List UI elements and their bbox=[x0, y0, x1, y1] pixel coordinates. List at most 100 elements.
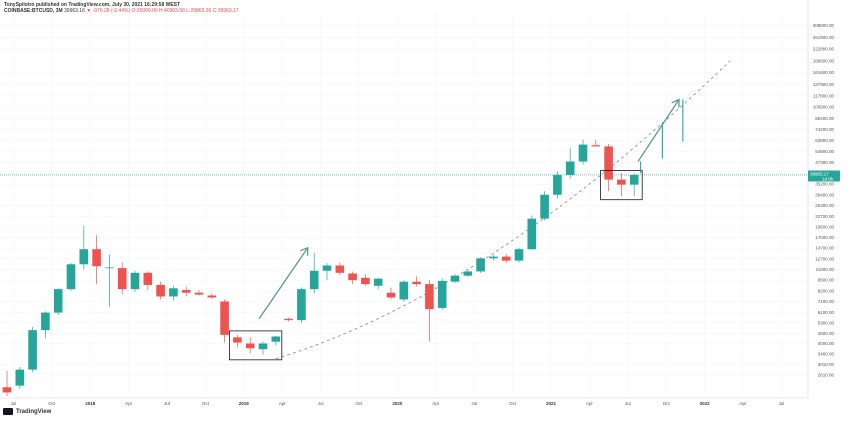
candle bbox=[117, 262, 127, 295]
y-tick-label: 3010.00 bbox=[818, 362, 835, 367]
candle-body bbox=[591, 145, 601, 147]
candle-body bbox=[297, 289, 306, 321]
y-tick-label: 8200.00 bbox=[818, 288, 835, 293]
candle-body bbox=[143, 272, 153, 285]
x-tick-label: Apr bbox=[739, 401, 747, 406]
y-tick-label: 5300.00 bbox=[818, 320, 835, 325]
y-tick-label: 17000.00 bbox=[815, 235, 834, 240]
arrow-shaft bbox=[258, 247, 309, 320]
candle-body bbox=[373, 278, 383, 286]
x-tick-label: 2021 bbox=[546, 401, 557, 406]
last-price-label: 39963.17 bbox=[810, 171, 829, 176]
candle-body bbox=[527, 218, 537, 250]
candle bbox=[335, 262, 345, 275]
candles bbox=[2, 139, 639, 397]
candle bbox=[629, 173, 639, 197]
candle bbox=[245, 337, 255, 354]
candle-body bbox=[322, 265, 332, 271]
tradingview-logo-icon bbox=[3, 408, 13, 415]
growth-curve bbox=[275, 60, 731, 360]
candle-body bbox=[617, 179, 626, 185]
x-tick-label: Jul bbox=[779, 401, 785, 406]
change-value: ▼ -976.28 (-2.44%) bbox=[86, 8, 131, 14]
x-tick-label: Jul bbox=[625, 401, 631, 406]
candle-body bbox=[501, 256, 511, 261]
candle bbox=[233, 334, 242, 348]
candle-body bbox=[284, 318, 293, 321]
candle-body bbox=[92, 249, 101, 267]
candle-body bbox=[629, 174, 639, 185]
candle-body bbox=[489, 256, 498, 259]
y-tick-label: 19600.00 bbox=[815, 225, 834, 230]
gridlines bbox=[0, 0, 809, 399]
x-tick-label: Oct bbox=[355, 401, 363, 406]
y-tick-label: 308000.00 bbox=[813, 23, 835, 28]
candle bbox=[15, 367, 25, 389]
y-tick-label: 222800.00 bbox=[813, 47, 835, 52]
candle-body bbox=[540, 194, 549, 219]
y-tick-label: 2610.00 bbox=[818, 372, 835, 377]
candle bbox=[463, 270, 473, 278]
symbol-label: COINBASE:BTCUSD, 3M bbox=[4, 8, 63, 14]
candle bbox=[79, 225, 89, 270]
candle-body bbox=[28, 330, 37, 370]
y-tick-label: 47300.00 bbox=[815, 160, 834, 165]
candle bbox=[194, 290, 204, 296]
candle bbox=[437, 278, 447, 311]
tradingview-logo-text: TradingView bbox=[16, 408, 52, 415]
candle bbox=[553, 171, 562, 199]
x-tick-label: Apr bbox=[432, 401, 440, 406]
y-tick-label: 54900.00 bbox=[815, 149, 834, 154]
candle bbox=[258, 341, 268, 355]
candle bbox=[361, 274, 370, 286]
candle bbox=[284, 317, 293, 322]
candle-body bbox=[361, 277, 370, 285]
candle bbox=[399, 280, 409, 302]
y-tick-label: 86400.00 bbox=[815, 116, 834, 121]
candle bbox=[578, 139, 588, 165]
candle-body bbox=[553, 174, 562, 195]
candle-body bbox=[233, 337, 242, 343]
candle-body bbox=[476, 258, 485, 272]
y-axis: 2610.00 3010.00 3460.00 4000.00 4600.00 5300.… bbox=[813, 23, 835, 377]
y-tick-label: 6100.00 bbox=[818, 310, 835, 315]
last-price-sub: 1d 9h bbox=[822, 176, 834, 181]
candle-body bbox=[348, 273, 357, 281]
candle-body bbox=[309, 270, 319, 290]
candle-body bbox=[437, 280, 447, 308]
y-tick-label: 261900.00 bbox=[813, 35, 835, 40]
x-tick-label: Apr bbox=[586, 401, 594, 406]
candle-body bbox=[15, 369, 25, 386]
x-tick-label: Apr bbox=[125, 401, 133, 406]
y-tick-label: 22700.00 bbox=[815, 214, 834, 219]
candle bbox=[476, 257, 485, 273]
candle-body bbox=[79, 249, 89, 265]
candle-body bbox=[207, 295, 217, 298]
candle bbox=[386, 287, 396, 300]
candle bbox=[565, 147, 575, 179]
x-tick-label: Oct bbox=[48, 401, 56, 406]
candle bbox=[53, 288, 63, 316]
candle-body bbox=[425, 284, 434, 310]
candle bbox=[617, 173, 626, 196]
candle-body bbox=[245, 343, 255, 349]
ohlc-values: O:35000.00 H:40903.58 L:29865.36 C:39963… bbox=[131, 8, 239, 14]
candle bbox=[66, 263, 76, 291]
candle-body bbox=[604, 146, 613, 180]
x-tick-label: Oct bbox=[202, 401, 210, 406]
arrow-head bbox=[671, 98, 680, 108]
arrow-head bbox=[300, 246, 309, 256]
candle bbox=[2, 370, 12, 397]
symbol-line: COINBASE:BTCUSD, 3M 39963.16 ▼ -976.28 (… bbox=[4, 8, 239, 14]
x-axis: Jul Oct 2018 Apr Jul Oct 2019 Apr Jul Oct 2020 Apr J… bbox=[11, 401, 785, 406]
annotations bbox=[228, 98, 684, 361]
publisher-line: TonySpilotro published on TradingView.co… bbox=[4, 2, 181, 8]
candle bbox=[92, 235, 101, 285]
y-tick-label: 26300.00 bbox=[815, 203, 834, 208]
y-tick-label: 161600.00 bbox=[813, 70, 835, 75]
candle bbox=[143, 271, 153, 291]
x-tick-label: Oct bbox=[663, 401, 671, 406]
y-tick-label: 137900.00 bbox=[813, 82, 835, 87]
candle bbox=[373, 277, 383, 290]
